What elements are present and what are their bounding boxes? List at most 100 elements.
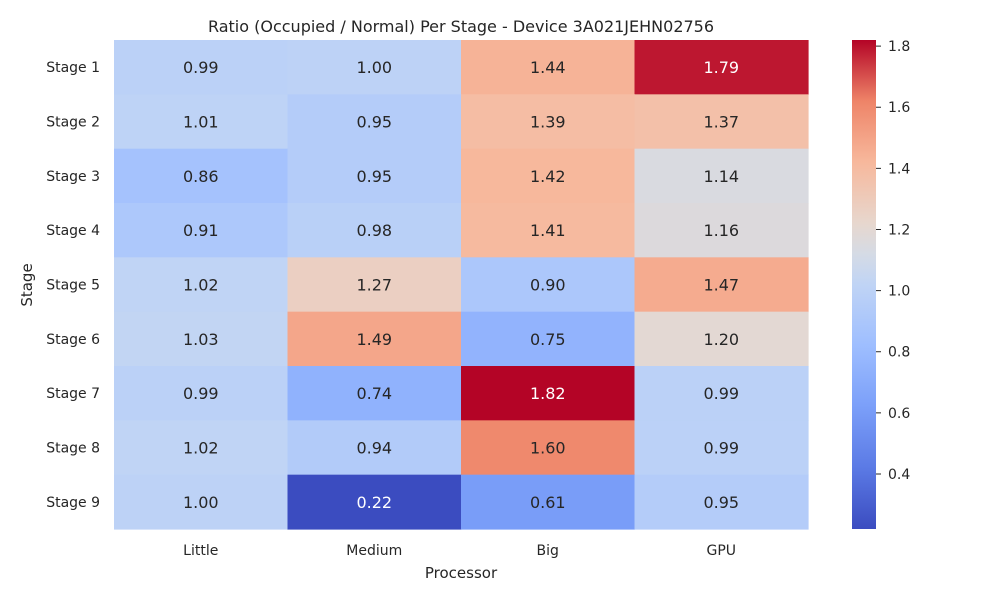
heatmap-cells: 0.99 1.00 1.44 1.79 1.01 0.95 1.39 1.37 0.86 0.95… — [114, 40, 809, 530]
y-tick-label: Stage 2 — [46, 115, 100, 131]
colorbar-tick-label: 1.6 — [888, 100, 910, 116]
heatmap-cell — [287, 420, 462, 476]
y-tick-label: Stage 9 — [46, 495, 100, 511]
heatmap-cell — [114, 366, 289, 421]
heatmap-cell — [114, 148, 289, 204]
x-tick-label: Little — [183, 543, 218, 559]
cell-value-label: 1.49 — [356, 330, 392, 349]
heatmap-cell — [634, 148, 809, 204]
cell-value-label: 1.02 — [183, 276, 219, 295]
cell-value-label: 1.82 — [530, 384, 566, 403]
heatmap-cell — [114, 474, 289, 530]
heatmap-cell — [461, 366, 636, 421]
heatmap-cell — [287, 203, 462, 258]
heatmap-cell — [634, 203, 809, 258]
cell-value-label: 0.75 — [530, 330, 566, 349]
cell-value-label: 1.47 — [703, 276, 739, 295]
cell-value-label: 1.41 — [530, 221, 566, 240]
colorbar-tick-label: 1.4 — [888, 161, 910, 177]
heatmap-cell — [461, 148, 636, 204]
cell-value-label: 0.99 — [183, 58, 219, 77]
cell-value-label: 1.20 — [703, 330, 739, 349]
y-tick-label: Stage 6 — [46, 332, 100, 348]
cell-value-label: 1.03 — [183, 330, 219, 349]
heatmap-cell — [461, 311, 636, 367]
cell-value-label: 1.37 — [703, 113, 739, 132]
colorbar-tick-label: 1.0 — [888, 284, 910, 300]
cell-value-label: 0.86 — [183, 167, 219, 186]
heatmap-cell — [114, 40, 289, 95]
cell-value-label: 1.16 — [703, 221, 739, 240]
chart-title: Ratio (Occupied / Normal) Per Stage - De… — [208, 17, 714, 36]
cell-value-label: 0.94 — [356, 439, 392, 458]
cell-value-label: 1.00 — [356, 58, 392, 77]
heatmap-cell — [287, 366, 462, 421]
y-tick-label: Stage 1 — [46, 60, 100, 76]
cell-value-label: 0.22 — [356, 493, 392, 512]
cell-value-label: 0.90 — [530, 276, 566, 295]
colorbar-tick-label: 0.6 — [888, 406, 910, 422]
x-tick-label: Big — [537, 543, 559, 559]
cell-value-label: 0.99 — [183, 384, 219, 403]
x-tick-label: Medium — [346, 543, 402, 559]
heatmap-cell — [287, 148, 462, 204]
x-axis-label: Processor — [425, 564, 498, 582]
cell-value-label: 0.99 — [703, 384, 739, 403]
cell-value-label: 0.95 — [356, 167, 392, 186]
y-tick-labels: Stage 1 Stage 2 Stage 3 Stage 4 Stage 5 Stage… — [46, 60, 114, 511]
heatmap-cell — [634, 366, 809, 421]
y-tick-label: Stage 4 — [46, 223, 100, 239]
cell-value-label: 0.98 — [356, 221, 392, 240]
heatmap-cell — [461, 94, 636, 150]
y-tick-label: Stage 5 — [46, 278, 100, 294]
heatmap-cell — [461, 474, 636, 530]
heatmap-cell — [114, 257, 289, 313]
cell-value-label: 0.74 — [356, 384, 392, 403]
colorbar-tick-label: 1.2 — [888, 222, 910, 238]
cell-value-label: 1.02 — [183, 439, 219, 458]
cell-value-label: 1.27 — [356, 276, 392, 295]
cell-value-label: 1.42 — [530, 167, 566, 186]
colorbar-ticks: 0.4 0.6 0.8 1.0 1.2 1.4 1.6 1.8 — [876, 39, 910, 483]
x-tick-label: GPU — [706, 543, 736, 559]
heatmap-cell — [287, 474, 462, 530]
heatmap-cell — [634, 311, 809, 367]
heatmap-cell — [287, 257, 462, 313]
cell-value-label: 1.60 — [530, 439, 566, 458]
heatmap-cell — [461, 40, 636, 95]
cell-value-label: 1.44 — [530, 58, 566, 77]
heatmap-cell — [461, 257, 636, 313]
heatmap-cell — [634, 40, 809, 95]
cell-value-label: 1.39 — [530, 113, 566, 132]
heatmap-cell — [287, 94, 462, 150]
y-tick-label: Stage 8 — [46, 441, 100, 457]
x-tick-labels: Little Medium Big GPU — [183, 543, 736, 559]
heatmap-cell — [634, 94, 809, 150]
colorbar — [852, 40, 876, 529]
heatmap-cell — [287, 311, 462, 367]
cell-value-label: 1.00 — [183, 493, 219, 512]
heatmap-cell — [634, 420, 809, 476]
heatmap-cell — [287, 40, 462, 95]
heatmap-cell — [114, 420, 289, 476]
cell-value-label: 1.14 — [703, 167, 739, 186]
y-tick-label: Stage 3 — [46, 169, 100, 185]
cell-value-label: 0.95 — [703, 493, 739, 512]
heatmap-cell — [114, 94, 289, 150]
heatmap-cell — [634, 257, 809, 313]
cell-value-label: 0.91 — [183, 221, 219, 240]
cell-value-label: 1.01 — [183, 113, 219, 132]
heatmap-cell — [634, 474, 809, 530]
heatmap-cell — [114, 311, 289, 367]
heatmap-cell — [461, 420, 636, 476]
colorbar-tick-label: 0.4 — [888, 467, 910, 483]
heatmap-cell — [114, 203, 289, 258]
y-axis-label: Stage — [18, 263, 36, 306]
colorbar-tick-label: 1.8 — [888, 39, 910, 55]
cell-value-label: 0.61 — [530, 493, 566, 512]
cell-value-label: 1.79 — [703, 58, 739, 77]
y-tick-label: Stage 7 — [46, 386, 100, 402]
heatmap-cell — [461, 203, 636, 258]
cell-value-label: 0.99 — [703, 439, 739, 458]
